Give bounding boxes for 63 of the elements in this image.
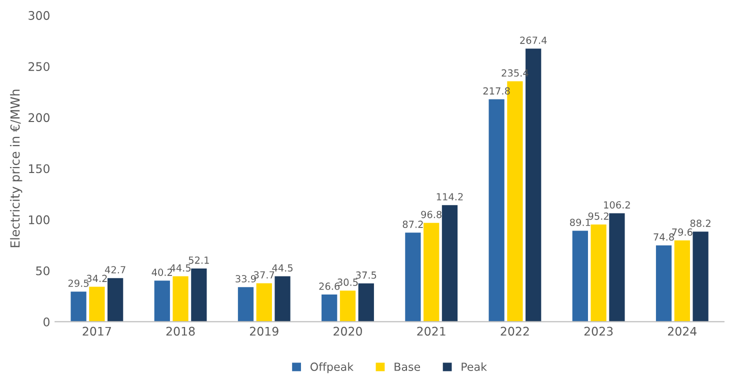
y-tick-label: 0: [44, 317, 50, 326]
bar: [674, 240, 690, 322]
y-tick-label: 100: [29, 215, 50, 224]
x-tick-label: 2018: [166, 326, 195, 336]
y-axis-title: Electricity price in €/MWh: [10, 90, 22, 248]
data-label: 88.2: [690, 220, 710, 227]
data-label: 74.8: [654, 233, 674, 241]
bar: [191, 268, 207, 322]
bar: [572, 230, 588, 322]
data-label: 40.2: [152, 268, 172, 276]
bar: [70, 292, 86, 322]
y-tick-label: 150: [29, 164, 50, 174]
data-label: 95.2: [588, 212, 608, 220]
legend-label: Offpeak: [310, 362, 354, 374]
data-label: 33.9: [236, 275, 256, 282]
x-tick-label: 2017: [82, 326, 111, 336]
bar: [590, 224, 606, 322]
bar: [172, 276, 188, 322]
y-tick-label: 250: [28, 62, 50, 72]
x-tick-label: 2024: [668, 326, 697, 336]
bar: [274, 276, 290, 322]
data-label: 29.5: [68, 280, 89, 287]
bar: [256, 283, 272, 322]
x-tick-label: 2023: [584, 326, 613, 336]
y-tick-label: 200: [28, 113, 50, 122]
data-label: 37.5: [356, 271, 376, 279]
bar: [424, 222, 440, 322]
bar: [442, 205, 458, 322]
bar: [322, 294, 338, 322]
data-label: 267.4: [520, 36, 547, 44]
data-label: 30.5: [338, 278, 358, 286]
data-label: 89.1: [570, 218, 590, 226]
bar: [405, 232, 421, 322]
data-label: 44.5: [170, 264, 191, 272]
data-label: 42.7: [104, 266, 126, 274]
data-label: 34.2: [86, 274, 107, 282]
bar: [692, 232, 708, 322]
bar: [238, 287, 254, 322]
x-tick-label: 2019: [250, 326, 278, 336]
legend-label: Base: [394, 362, 420, 371]
x-tick-label: 2021: [417, 326, 446, 336]
bar: [108, 278, 124, 322]
data-label: 37.7: [254, 271, 274, 279]
bar: [656, 245, 672, 322]
y-tick-label: 50: [36, 266, 50, 276]
y-tick-label: 300: [28, 11, 50, 20]
bar: [154, 280, 170, 322]
data-label: 26.6: [319, 282, 340, 290]
data-label: 44.5: [272, 264, 293, 272]
data-label: 96.8: [421, 210, 442, 218]
bar: [358, 283, 374, 322]
bar: [340, 290, 356, 322]
data-label: 114.2: [436, 193, 463, 200]
x-tick-label: 2020: [334, 326, 362, 336]
bar: [609, 213, 625, 322]
data-label: 106.2: [604, 201, 630, 209]
data-label: 52.1: [188, 256, 209, 264]
bar: [89, 286, 105, 322]
data-label: 87.2: [402, 220, 423, 228]
x-tick-label: 2022: [500, 326, 529, 336]
bar: [488, 99, 504, 322]
data-label: 79.6: [672, 228, 692, 236]
legend-label: Peak: [462, 362, 487, 371]
